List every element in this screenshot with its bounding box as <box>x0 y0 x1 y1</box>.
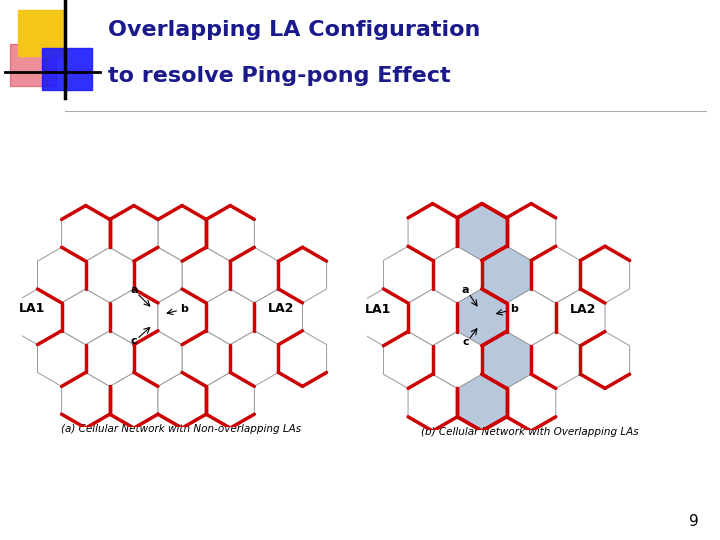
Polygon shape <box>109 206 158 261</box>
Polygon shape <box>279 247 327 303</box>
Polygon shape <box>254 289 302 345</box>
Text: LA1: LA1 <box>365 303 391 316</box>
Polygon shape <box>206 289 254 345</box>
Text: LA2: LA2 <box>570 303 596 316</box>
Polygon shape <box>206 206 254 261</box>
Polygon shape <box>384 246 433 303</box>
Polygon shape <box>109 373 158 428</box>
Text: LA2: LA2 <box>268 302 294 315</box>
Polygon shape <box>62 373 109 428</box>
Polygon shape <box>482 332 531 388</box>
Polygon shape <box>86 330 134 387</box>
Bar <box>18 10 64 56</box>
Polygon shape <box>86 247 134 303</box>
Polygon shape <box>134 330 182 387</box>
Bar <box>42 48 92 90</box>
Text: (a) Cellular Network with Non-overlapping LAs: (a) Cellular Network with Non-overlappin… <box>60 424 301 434</box>
Polygon shape <box>507 289 556 346</box>
Polygon shape <box>507 204 556 260</box>
Polygon shape <box>408 204 457 260</box>
Polygon shape <box>158 373 206 428</box>
Polygon shape <box>408 374 457 431</box>
Polygon shape <box>457 374 507 431</box>
Polygon shape <box>482 246 531 303</box>
Polygon shape <box>62 206 109 261</box>
Polygon shape <box>359 289 408 346</box>
Text: b: b <box>510 304 518 314</box>
Polygon shape <box>182 330 230 387</box>
Polygon shape <box>433 332 482 388</box>
Polygon shape <box>408 289 457 346</box>
Polygon shape <box>14 289 62 345</box>
Polygon shape <box>230 330 279 387</box>
Polygon shape <box>279 330 327 387</box>
Polygon shape <box>230 247 279 303</box>
Polygon shape <box>457 289 507 346</box>
Polygon shape <box>457 204 507 260</box>
Polygon shape <box>433 246 482 303</box>
Polygon shape <box>134 247 182 303</box>
Polygon shape <box>531 246 580 303</box>
Polygon shape <box>62 289 109 345</box>
Polygon shape <box>556 289 605 346</box>
Text: (b) Cellular Network with Overlapping LAs: (b) Cellular Network with Overlapping LA… <box>420 427 639 437</box>
Bar <box>10 44 56 86</box>
Polygon shape <box>37 247 86 303</box>
Polygon shape <box>158 206 206 261</box>
Polygon shape <box>37 330 86 387</box>
Polygon shape <box>580 246 629 303</box>
Polygon shape <box>182 247 230 303</box>
Polygon shape <box>507 374 556 431</box>
Text: LA1: LA1 <box>19 302 45 315</box>
Text: b: b <box>181 304 189 314</box>
Text: Overlapping LA Configuration: Overlapping LA Configuration <box>108 20 480 40</box>
Text: 9: 9 <box>688 514 698 529</box>
Text: to resolve Ping-pong Effect: to resolve Ping-pong Effect <box>108 66 451 86</box>
Text: c: c <box>131 336 138 346</box>
Polygon shape <box>384 332 433 388</box>
Polygon shape <box>580 332 629 388</box>
Polygon shape <box>109 289 158 345</box>
Text: a: a <box>130 285 138 295</box>
Polygon shape <box>206 373 254 428</box>
Polygon shape <box>531 332 580 388</box>
Text: a: a <box>462 285 469 295</box>
Text: c: c <box>462 336 469 347</box>
Polygon shape <box>158 289 206 345</box>
